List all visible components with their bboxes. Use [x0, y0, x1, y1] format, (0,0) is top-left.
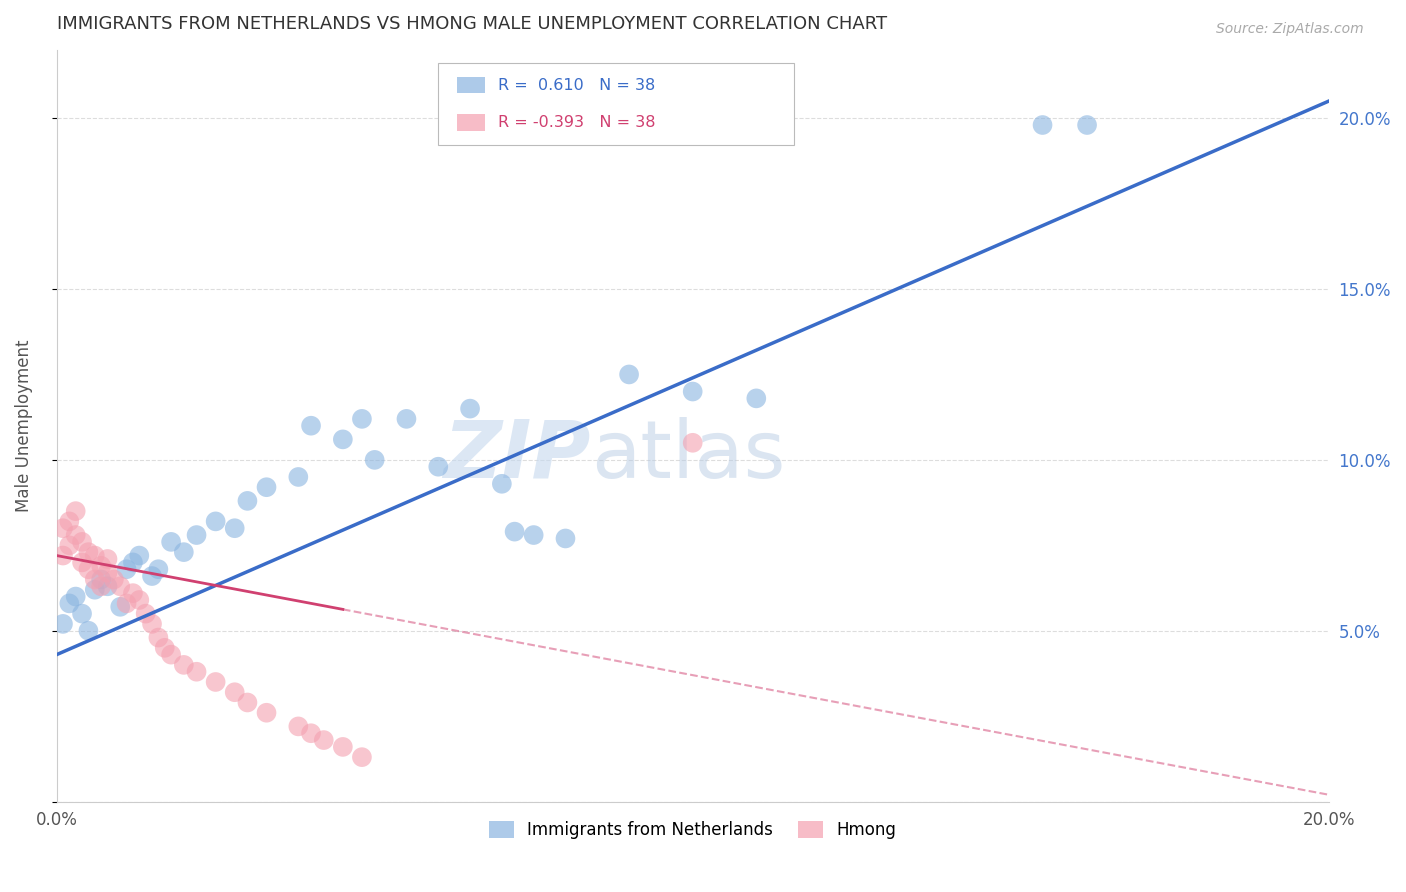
Point — [128, 549, 150, 563]
Point — [70, 607, 93, 621]
Point — [90, 573, 112, 587]
Y-axis label: Male Unemployment: Male Unemployment — [15, 340, 32, 512]
Point — [83, 582, 105, 597]
Point — [90, 579, 112, 593]
Point — [186, 528, 208, 542]
Point — [153, 640, 176, 655]
Point — [617, 368, 640, 382]
Point — [77, 624, 100, 638]
Point — [148, 562, 170, 576]
Point — [58, 515, 80, 529]
Point — [204, 515, 226, 529]
Point — [122, 555, 145, 569]
Point — [110, 579, 132, 593]
Point — [458, 401, 481, 416]
Point — [83, 549, 105, 563]
Point — [77, 545, 100, 559]
Point — [58, 596, 80, 610]
Point — [682, 384, 704, 399]
Point — [148, 631, 170, 645]
Point — [204, 675, 226, 690]
Point — [96, 579, 118, 593]
Point — [90, 558, 112, 573]
Point — [682, 435, 704, 450]
Point — [363, 453, 385, 467]
Point — [141, 569, 163, 583]
Point — [1031, 118, 1053, 132]
Point — [256, 706, 278, 720]
Text: ZIP: ZIP — [443, 417, 591, 495]
Point — [52, 549, 75, 563]
Point — [186, 665, 208, 679]
Point — [224, 521, 246, 535]
Legend: Immigrants from Netherlands, Hmong: Immigrants from Netherlands, Hmong — [482, 814, 903, 846]
Point — [236, 696, 259, 710]
Point — [173, 545, 195, 559]
Point — [224, 685, 246, 699]
Point — [427, 459, 450, 474]
Point — [96, 566, 118, 580]
Point — [299, 726, 322, 740]
Point — [745, 392, 768, 406]
Point — [1076, 118, 1098, 132]
Point — [115, 562, 138, 576]
Point — [135, 607, 157, 621]
Point — [52, 616, 75, 631]
Point — [77, 562, 100, 576]
Point — [83, 573, 105, 587]
Point — [128, 593, 150, 607]
Point — [122, 586, 145, 600]
Point — [554, 532, 576, 546]
Bar — [457, 114, 485, 131]
Text: IMMIGRANTS FROM NETHERLANDS VS HMONG MALE UNEMPLOYMENT CORRELATION CHART: IMMIGRANTS FROM NETHERLANDS VS HMONG MAL… — [56, 15, 887, 33]
Point — [491, 476, 513, 491]
Text: R =  0.610   N = 38: R = 0.610 N = 38 — [498, 78, 655, 93]
Point — [58, 538, 80, 552]
Point — [115, 596, 138, 610]
Point — [70, 534, 93, 549]
Point — [287, 470, 309, 484]
Point — [395, 412, 418, 426]
Point — [65, 590, 87, 604]
Point — [332, 739, 354, 754]
Text: Source: ZipAtlas.com: Source: ZipAtlas.com — [1216, 22, 1364, 37]
Point — [350, 412, 373, 426]
Point — [312, 733, 335, 747]
Point — [65, 528, 87, 542]
Point — [70, 555, 93, 569]
Point — [103, 573, 125, 587]
Point — [287, 719, 309, 733]
Point — [65, 504, 87, 518]
Point — [173, 657, 195, 672]
Point — [332, 433, 354, 447]
Point — [141, 616, 163, 631]
Point — [523, 528, 546, 542]
Point — [299, 418, 322, 433]
Point — [236, 494, 259, 508]
Bar — [457, 77, 485, 94]
Point — [256, 480, 278, 494]
Point — [350, 750, 373, 764]
Point — [110, 599, 132, 614]
Point — [503, 524, 526, 539]
FancyBboxPatch shape — [439, 62, 794, 145]
Point — [160, 534, 183, 549]
Text: R = -0.393   N = 38: R = -0.393 N = 38 — [498, 115, 655, 130]
Point — [52, 521, 75, 535]
Text: atlas: atlas — [591, 417, 786, 495]
Point — [160, 648, 183, 662]
Point — [96, 552, 118, 566]
